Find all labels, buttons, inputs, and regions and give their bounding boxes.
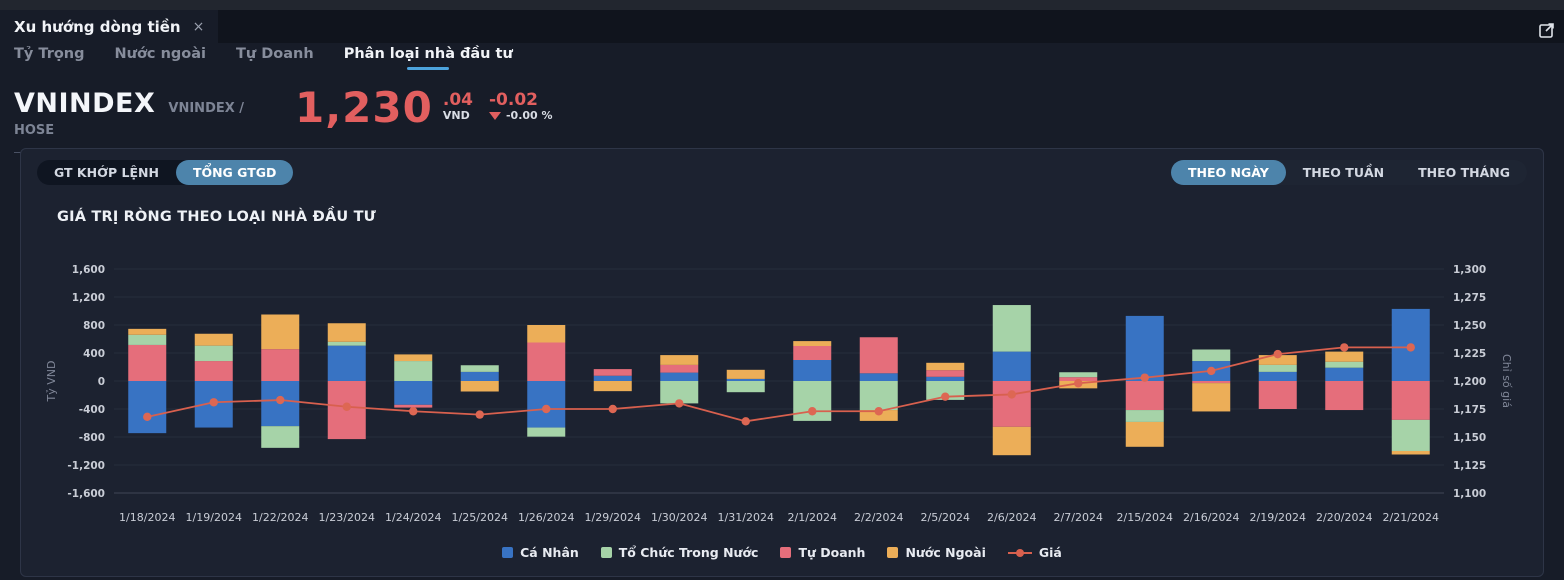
svg-text:1/29/2024: 1/29/2024	[585, 511, 641, 524]
svg-text:1/31/2024: 1/31/2024	[718, 511, 774, 524]
chart-title: GIÁ TRỊ RÒNG THEO LOẠI NHÀ ĐẦU TƯ	[57, 209, 377, 225]
legend-item[interactable]: Giá	[1007, 545, 1062, 560]
tab-bar: Xu hướng dòng tiền ×	[0, 10, 1564, 43]
sub-nav: Tỷ Trọng Nước ngoài Tự Doanh Phân loại nhà …	[14, 46, 513, 70]
svg-text:1/30/2024: 1/30/2024	[651, 511, 707, 524]
close-icon[interactable]: ×	[192, 18, 205, 35]
timeframe-toggle: THEO NGÀY THEO TUẦN THEO THÁNG	[1171, 160, 1527, 185]
legend-label: Tự Doanh	[798, 545, 866, 560]
legend-item[interactable]: Tổ Chức Trong Nước	[600, 545, 759, 560]
svg-text:1,100: 1,100	[1453, 488, 1486, 500]
svg-text:1/19/2024: 1/19/2024	[186, 511, 242, 524]
legend-label: Tổ Chức Trong Nước	[618, 545, 759, 560]
svg-text:2/21/2024: 2/21/2024	[1383, 511, 1439, 524]
svg-text:400: 400	[83, 348, 105, 360]
toggle-button[interactable]: THEO NGÀY	[1171, 160, 1286, 185]
svg-text:1,200: 1,200	[72, 292, 105, 304]
svg-text:1,300: 1,300	[1453, 264, 1486, 276]
legend-swatch-icon	[780, 547, 792, 558]
svg-text:1/26/2024: 1/26/2024	[518, 511, 574, 524]
svg-text:Tỷ VND: Tỷ VND	[45, 361, 58, 403]
svg-text:-1,200: -1,200	[67, 460, 105, 472]
svg-text:1,250: 1,250	[1453, 320, 1486, 332]
chart-legend: Cá Nhân Tổ Chức Trong Nước Tự Doanh Nước Ng…	[21, 545, 1543, 560]
legend-swatch-icon	[502, 547, 514, 558]
svg-text:2/16/2024: 2/16/2024	[1183, 511, 1239, 524]
legend-line-icon	[1007, 548, 1032, 558]
nav-item[interactable]: Tự Doanh	[236, 46, 314, 62]
price-value: 1,230	[295, 83, 433, 132]
value-type-toggle: GT KHỚP LỆNH TỔNG GTGD	[37, 160, 294, 185]
nav-item[interactable]: Phân loại nhà đầu tư	[344, 46, 513, 70]
svg-text:2/6/2024: 2/6/2024	[987, 511, 1036, 524]
price-currency: VND	[442, 109, 470, 122]
nav-item[interactable]: Nước ngoài	[114, 46, 206, 62]
legend-swatch-icon	[887, 547, 899, 558]
svg-text:1/18/2024: 1/18/2024	[119, 511, 175, 524]
down-arrow-icon	[488, 111, 501, 120]
instrument-code: VNINDEX / HOSE	[14, 101, 245, 138]
svg-text:1,150: 1,150	[1453, 432, 1486, 444]
svg-text:1,200: 1,200	[1453, 376, 1486, 388]
svg-text:2/7/2024: 2/7/2024	[1054, 511, 1103, 524]
price-decimal: .04	[442, 90, 473, 110]
svg-text:2/1/2024: 2/1/2024	[788, 511, 837, 524]
net-value-chart: 1,600 1,300 1,200 1,275 800 1,250 400 1,225 0 1,2…	[45, 264, 1513, 524]
svg-text:1/25/2024: 1/25/2024	[452, 511, 508, 524]
toggle-button[interactable]: TỔNG GTGD	[175, 160, 294, 185]
price-change-percent: -0.00 %	[505, 109, 553, 122]
instrument-header: VNINDEX VNINDEX / HOSE	[14, 88, 287, 153]
legend-swatch-icon	[600, 547, 612, 558]
svg-text:2/15/2024: 2/15/2024	[1117, 511, 1173, 524]
svg-text:1/24/2024: 1/24/2024	[385, 511, 441, 524]
svg-text:1,225: 1,225	[1453, 348, 1486, 360]
svg-text:1,275: 1,275	[1453, 292, 1486, 304]
svg-text:2/5/2024: 2/5/2024	[921, 511, 970, 524]
legend-item[interactable]: Nước Ngoài	[887, 545, 986, 560]
svg-text:1/22/2024: 1/22/2024	[252, 511, 308, 524]
chart-panel: GT KHỚP LỆNH TỔNG GTGD THEO NGÀY THEO TUẦN…	[20, 148, 1544, 577]
tab-money-flow[interactable]: Xu hướng dòng tiền ×	[0, 10, 219, 43]
window-top-strip	[0, 0, 1564, 10]
legend-item[interactable]: Cá Nhân	[502, 545, 579, 560]
svg-text:2/2/2024: 2/2/2024	[854, 511, 903, 524]
legend-label: Giá	[1038, 545, 1062, 560]
legend-label: Nước Ngoài	[905, 545, 986, 560]
svg-text:2/19/2024: 2/19/2024	[1250, 511, 1306, 524]
price-change: -0.02	[488, 90, 538, 110]
toggle-button[interactable]: THEO THÁNG	[1418, 165, 1510, 180]
price-block: 1,230 .04 VND -0.02 -0.00 %	[295, 86, 553, 130]
svg-text:2/20/2024: 2/20/2024	[1316, 511, 1372, 524]
toggle-button[interactable]: THEO TUẦN	[1302, 165, 1385, 180]
svg-text:Chỉ số giá: Chỉ số giá	[1500, 354, 1513, 408]
tab-title: Xu hướng dòng tiền	[14, 17, 181, 36]
svg-text:1,600: 1,600	[72, 264, 105, 276]
svg-text:-1,600: -1,600	[67, 488, 105, 500]
toggle-button[interactable]: GT KHỚP LỆNH	[54, 165, 159, 180]
svg-text:1,175: 1,175	[1453, 404, 1486, 416]
legend-label: Cá Nhân	[520, 545, 579, 560]
svg-text:800: 800	[83, 320, 105, 332]
popout-icon[interactable]	[1538, 21, 1556, 39]
svg-text:-400: -400	[79, 404, 105, 416]
svg-text:0: 0	[98, 376, 105, 388]
svg-text:1/23/2024: 1/23/2024	[319, 511, 375, 524]
nav-item[interactable]: Tỷ Trọng	[14, 46, 85, 62]
legend-item[interactable]: Tự Doanh	[780, 545, 865, 560]
instrument-name: VNINDEX	[14, 88, 156, 119]
svg-text:1,125: 1,125	[1453, 460, 1486, 472]
svg-text:-800: -800	[79, 432, 105, 444]
